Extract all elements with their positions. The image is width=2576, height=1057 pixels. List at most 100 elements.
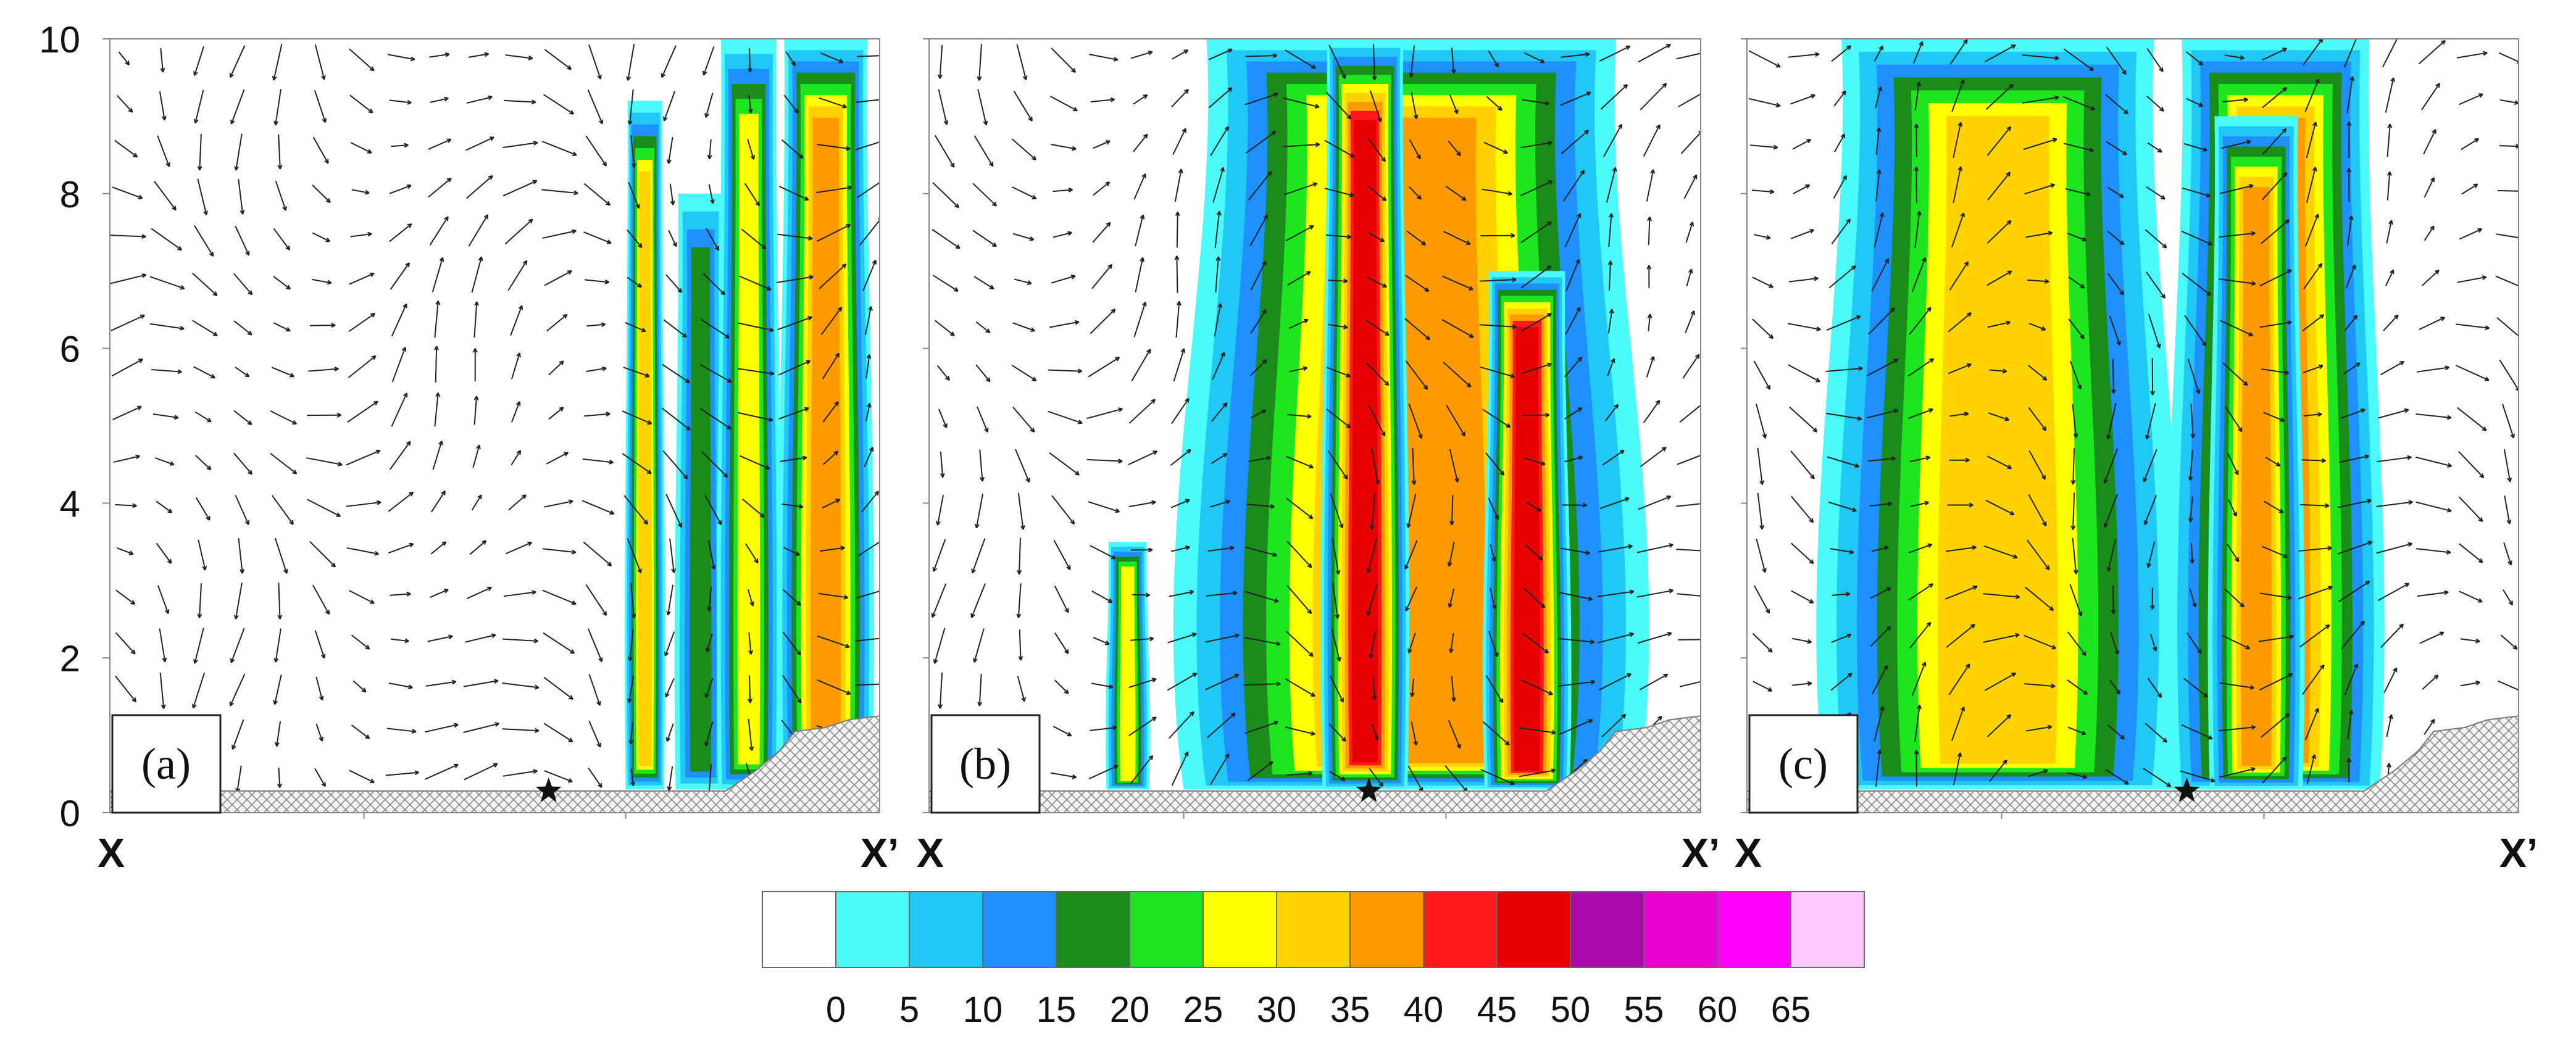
wind-vector xyxy=(511,352,521,379)
wind-vector xyxy=(1525,501,1541,512)
wind-vector xyxy=(1947,502,1974,508)
wind-vector xyxy=(819,545,845,552)
panel-frame xyxy=(1746,38,2519,813)
wind-vector xyxy=(314,630,326,659)
wind-vector xyxy=(2418,39,2446,65)
wind-vector xyxy=(2340,408,2366,419)
colorbar-swatch xyxy=(1129,891,1204,968)
wind-vector xyxy=(1324,139,1355,158)
wind-vector xyxy=(1825,366,1863,372)
wind-vector xyxy=(1411,92,1419,120)
star-icon xyxy=(535,777,562,802)
wind-vector xyxy=(2380,360,2405,376)
wind-vector xyxy=(197,178,208,215)
colorbar-swatch xyxy=(1056,891,1130,968)
wind-vector xyxy=(934,135,955,168)
wind-vector xyxy=(1914,167,1919,203)
wind-vector xyxy=(1244,92,1278,106)
wind-vector xyxy=(2503,542,2512,566)
wind-vector xyxy=(1128,399,1156,424)
wind-vector xyxy=(1911,257,1927,292)
wind-vector xyxy=(193,628,204,664)
wind-vector xyxy=(1371,448,1380,485)
wind-vector xyxy=(2106,46,2127,75)
wind-vector xyxy=(1757,447,1765,485)
wind-vector xyxy=(385,770,419,776)
wind-vector xyxy=(197,583,202,618)
wind-vector xyxy=(1608,213,1614,247)
wind-vector xyxy=(391,347,407,383)
wind-vector xyxy=(1088,357,1120,378)
wind-vector xyxy=(2067,679,2088,695)
wind-vector xyxy=(273,89,282,126)
wind-vector xyxy=(1090,545,1116,560)
wind-vector xyxy=(2186,97,2204,107)
wind-vector xyxy=(1561,130,1590,154)
wind-vector xyxy=(2106,141,2127,155)
wind-vector xyxy=(704,678,714,698)
wind-vector xyxy=(1208,87,1233,109)
wind-vector xyxy=(389,441,411,470)
wind-vector xyxy=(586,322,606,328)
wind-vector xyxy=(665,494,682,528)
wind-vector xyxy=(270,410,298,425)
wind-vector xyxy=(820,306,843,335)
wind-vector xyxy=(816,185,852,194)
wind-vector xyxy=(622,453,652,475)
wind-vector xyxy=(159,91,167,121)
wind-vector xyxy=(2377,582,2410,602)
wind-vector xyxy=(2022,54,2059,61)
wind-vector xyxy=(195,411,212,423)
wind-vector xyxy=(817,224,851,242)
wind-vector xyxy=(113,454,141,463)
wind-vector xyxy=(312,232,331,242)
wind-vector xyxy=(1367,404,1386,437)
wind-vector xyxy=(1017,492,1025,530)
wind-vector xyxy=(1986,220,2012,244)
wind-vector xyxy=(1328,323,1348,330)
wind-vector xyxy=(1953,122,1963,158)
wind-vector xyxy=(2382,39,2398,68)
wind-vector xyxy=(973,628,985,663)
wind-vector xyxy=(1324,188,1354,197)
wind-vector xyxy=(2504,495,2512,524)
wind-vector xyxy=(1215,256,1221,293)
wind-vector xyxy=(1557,679,1596,687)
wind-vector xyxy=(430,541,447,555)
wind-vector xyxy=(2262,128,2287,155)
wind-vector xyxy=(1872,665,1888,695)
wind-vector xyxy=(229,673,246,707)
wind-vector xyxy=(1404,540,1418,570)
wind-vector xyxy=(855,683,880,686)
wind-vector xyxy=(350,231,372,238)
wind-vector xyxy=(1647,313,1653,331)
wind-vector xyxy=(231,719,244,750)
wind-vector xyxy=(2499,359,2519,392)
wind-vector xyxy=(2498,52,2519,64)
wind-vector xyxy=(1451,676,1456,702)
wind-vector xyxy=(1946,623,1975,648)
wind-vector xyxy=(388,491,414,512)
wind-vector xyxy=(739,455,770,470)
wind-vector xyxy=(747,139,756,160)
wind-vector xyxy=(1091,591,1113,603)
wind-vector xyxy=(1445,185,1467,201)
wind-vector xyxy=(1559,592,1593,602)
wind-vector xyxy=(822,499,841,508)
wind-vector xyxy=(543,632,575,654)
wind-vector xyxy=(1953,752,1962,785)
wind-vector xyxy=(1054,632,1069,655)
wind-vector xyxy=(2148,314,2161,349)
wind-vector xyxy=(1443,362,1472,388)
colorbar-tick-label: 65 xyxy=(1771,990,1811,1030)
wind-vector xyxy=(2110,632,2119,655)
wind-vector xyxy=(544,49,572,70)
wind-vector xyxy=(2103,494,2118,528)
wind-vector xyxy=(747,589,754,607)
wind-vector xyxy=(1602,449,1625,466)
wind-vector xyxy=(2228,499,2237,517)
colorbar-swatch xyxy=(1717,891,1791,968)
colorbar-tick-label: 5 xyxy=(899,990,919,1030)
wind-vector xyxy=(1130,50,1153,59)
wind-vector xyxy=(2347,215,2354,246)
